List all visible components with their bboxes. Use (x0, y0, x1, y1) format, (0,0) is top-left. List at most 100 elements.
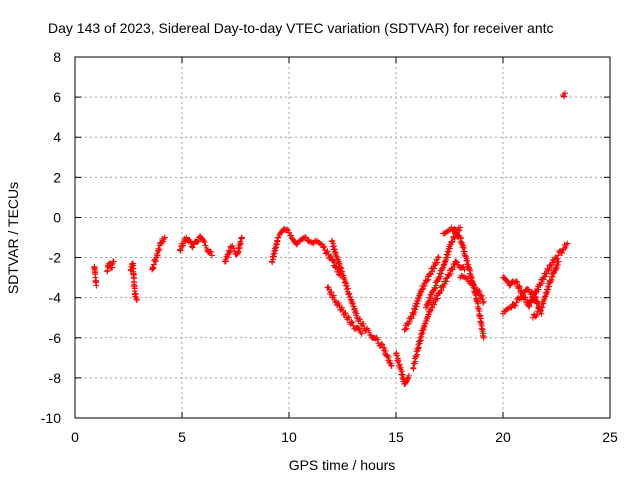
data-point (529, 297, 536, 304)
data-point (555, 252, 562, 259)
y-tick-label: 2 (53, 169, 61, 185)
data-point (429, 268, 436, 275)
data-point (451, 226, 458, 233)
data-point (404, 375, 411, 382)
data-point (444, 254, 451, 261)
data-point (385, 354, 392, 361)
grid (75, 57, 610, 418)
data-point (445, 271, 452, 278)
data-point (360, 320, 367, 327)
y-axis-label: SDTVAR / TECUs (5, 182, 21, 294)
data-point (446, 272, 453, 279)
data-point (450, 263, 457, 270)
data-point (110, 258, 117, 265)
data-point (555, 262, 562, 269)
data-point (512, 302, 519, 309)
data-point (161, 234, 168, 241)
data-point (411, 309, 418, 316)
data-point (560, 93, 567, 100)
x-tick-label: 5 (178, 429, 186, 445)
data-point (194, 238, 201, 245)
data-point (563, 241, 570, 248)
data-point (449, 266, 456, 273)
data-point (535, 286, 542, 293)
data-point (348, 318, 355, 325)
data-point (330, 257, 337, 264)
data-point (177, 247, 184, 254)
data-point (357, 316, 364, 323)
data-point (549, 273, 556, 280)
x-axis-label: GPS time / hours (289, 457, 396, 473)
data-point (379, 341, 386, 348)
data-point (270, 253, 277, 260)
data-point (480, 299, 487, 306)
data-point (443, 275, 450, 282)
data-point (480, 298, 487, 305)
data-point (539, 303, 546, 310)
data-point (428, 294, 435, 301)
data-point (345, 314, 352, 321)
x-tick-label: 10 (281, 429, 297, 445)
tick-labels: 0 5 10 15 20 25 -10 -8 -6 -4 -2 0 2 4 6 8 (41, 49, 618, 445)
data-point (546, 283, 553, 290)
data-point (303, 234, 310, 241)
data-point (201, 238, 208, 245)
data-marks (91, 90, 571, 387)
data-point (478, 319, 485, 326)
data-point (342, 309, 349, 316)
data-point (477, 312, 484, 319)
data-point (452, 258, 459, 265)
data-point (435, 290, 442, 297)
y-tick-label: 4 (53, 129, 61, 145)
data-point (506, 282, 513, 289)
data-point (410, 311, 417, 318)
data-point (537, 307, 544, 314)
data-point (418, 286, 425, 293)
data-point (328, 289, 335, 296)
data-point (180, 242, 187, 249)
x-tick-label: 15 (388, 429, 404, 445)
data-point (534, 298, 541, 305)
data-point (378, 340, 385, 347)
x-tick-label: 25 (602, 429, 618, 445)
data-point (555, 258, 562, 265)
data-point (317, 240, 324, 247)
data-point (464, 275, 471, 282)
data-point (431, 265, 438, 272)
data-point (331, 243, 338, 250)
data-point (438, 287, 445, 294)
data-point (553, 264, 560, 271)
data-point (531, 293, 538, 300)
data-point (402, 326, 409, 333)
data-point (330, 240, 337, 247)
data-point (476, 287, 483, 294)
y-tick-label: -8 (49, 370, 62, 386)
y-tick-label: -10 (41, 410, 61, 426)
data-point (433, 296, 440, 303)
data-point (437, 273, 444, 280)
data-point (208, 252, 215, 259)
y-tick-label: -2 (49, 250, 62, 266)
data-point (432, 285, 439, 292)
data-point (545, 266, 552, 273)
data-point (134, 296, 141, 303)
data-point (564, 240, 571, 247)
data-point (336, 271, 343, 278)
data-point (382, 348, 389, 355)
data-point (231, 248, 238, 255)
data-point (381, 345, 388, 352)
data-point (434, 295, 441, 302)
data-point (417, 337, 424, 344)
data-point (443, 278, 450, 285)
x-tick-label: 20 (495, 429, 511, 445)
data-point (433, 282, 440, 289)
data-point (513, 299, 520, 306)
data-point (467, 267, 474, 274)
data-point (414, 351, 421, 358)
data-point (433, 260, 440, 267)
data-point (457, 224, 464, 231)
data-point (526, 303, 533, 310)
data-point (403, 325, 410, 332)
data-point (226, 249, 233, 256)
